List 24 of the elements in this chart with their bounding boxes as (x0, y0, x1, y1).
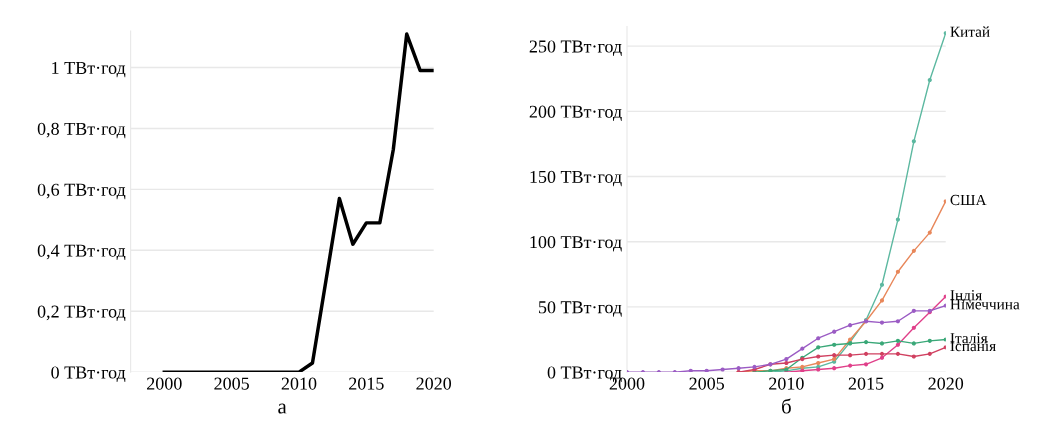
x-tick-label: 2010 (769, 377, 804, 390)
x-tick-label: 2020 (416, 377, 452, 390)
x-tick-label: 2015 (848, 377, 884, 390)
y-tick-label: 0,8 ТВт·год (37, 122, 126, 139)
y-tick-label: 0,4 ТВт·год (37, 244, 126, 261)
y-tick-label: 0,6 ТВт·год (37, 183, 126, 200)
y-tick-label: 150 ТВт·год (530, 170, 622, 187)
x-tick-label: 2005 (214, 377, 249, 390)
x-tick-label: 2015 (349, 377, 384, 390)
x-tick-label: 2005 (689, 377, 725, 390)
y-tick-label: 250 ТВт·год (529, 40, 622, 56)
y-tick-label: 0,2 ТВт·год (37, 305, 126, 321)
series-label: США (950, 194, 987, 206)
series-label: Китай (950, 26, 990, 37)
x-tick-label: 2020 (928, 377, 964, 390)
x-tick-label: 2000 (147, 377, 182, 390)
y-tick-label: 50 ТВт·год (539, 301, 622, 317)
x-tick-label: 2010 (281, 377, 317, 390)
y-tick-label: 1 ТВт·год (52, 61, 126, 78)
y-tick-label: 0 ТВт·год (51, 366, 126, 382)
y-tick-label: 200 ТВт·год (529, 105, 622, 122)
x-axis-title: а (278, 403, 287, 414)
x-axis-title: б (782, 398, 791, 414)
y-tick-label: 100 ТВт·год (530, 235, 622, 252)
